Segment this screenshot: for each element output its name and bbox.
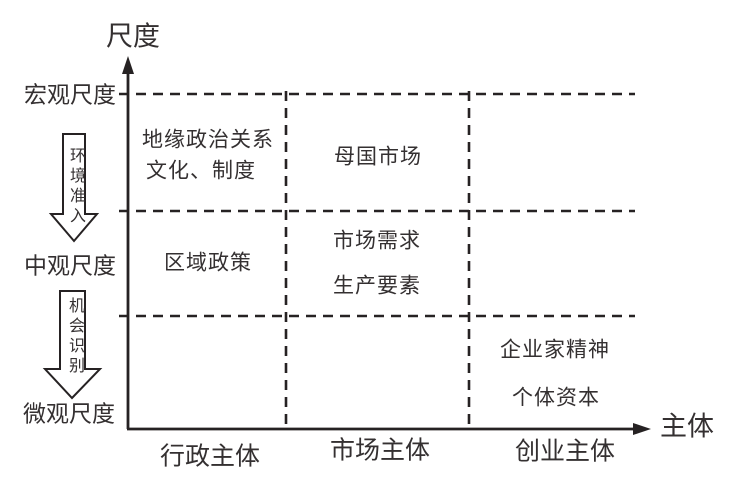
x-label-market-subject: 市场主体: [329, 437, 431, 465]
cell-macro-admin-line1: 地缘政治关系: [142, 127, 274, 152]
y-label-meso-scale: 中观尺度: [24, 253, 116, 279]
cell-meso-market-line1: 市场需求: [333, 228, 421, 253]
y-label-macro-scale: 宏观尺度: [24, 82, 116, 108]
arrow-label-opportunity-recognition: 机会识别: [66, 297, 83, 377]
cell-macro-admin-line2: 文化、制度: [146, 158, 256, 183]
arrow-label-environment-entry: 环境准入: [67, 147, 84, 227]
cell-meso-market-line2: 生产要素: [333, 273, 421, 298]
cell-meso-admin: 区域政策: [164, 250, 252, 275]
right-arrowhead-icon: [633, 423, 651, 435]
y-axis-title: 尺度: [106, 21, 160, 52]
x-label-admin-subject: 行政主体: [159, 443, 261, 471]
up-arrowhead-icon: [122, 56, 134, 74]
cell-micro-entrepreneur-line1: 企业家精神: [500, 337, 610, 362]
environment-entry-block-arrow-icon: [48, 133, 100, 243]
opportunity-recognition-block-arrow-icon: [42, 290, 103, 400]
cell-micro-entrepreneur-line2: 个体资本: [512, 385, 600, 410]
y-label-micro-scale: 微观尺度: [23, 401, 115, 427]
cell-macro-market: 母国市场: [334, 144, 422, 169]
x-label-entrepreneur-subject: 创业主体: [514, 438, 616, 466]
x-axis-title: 主体: [660, 411, 714, 442]
